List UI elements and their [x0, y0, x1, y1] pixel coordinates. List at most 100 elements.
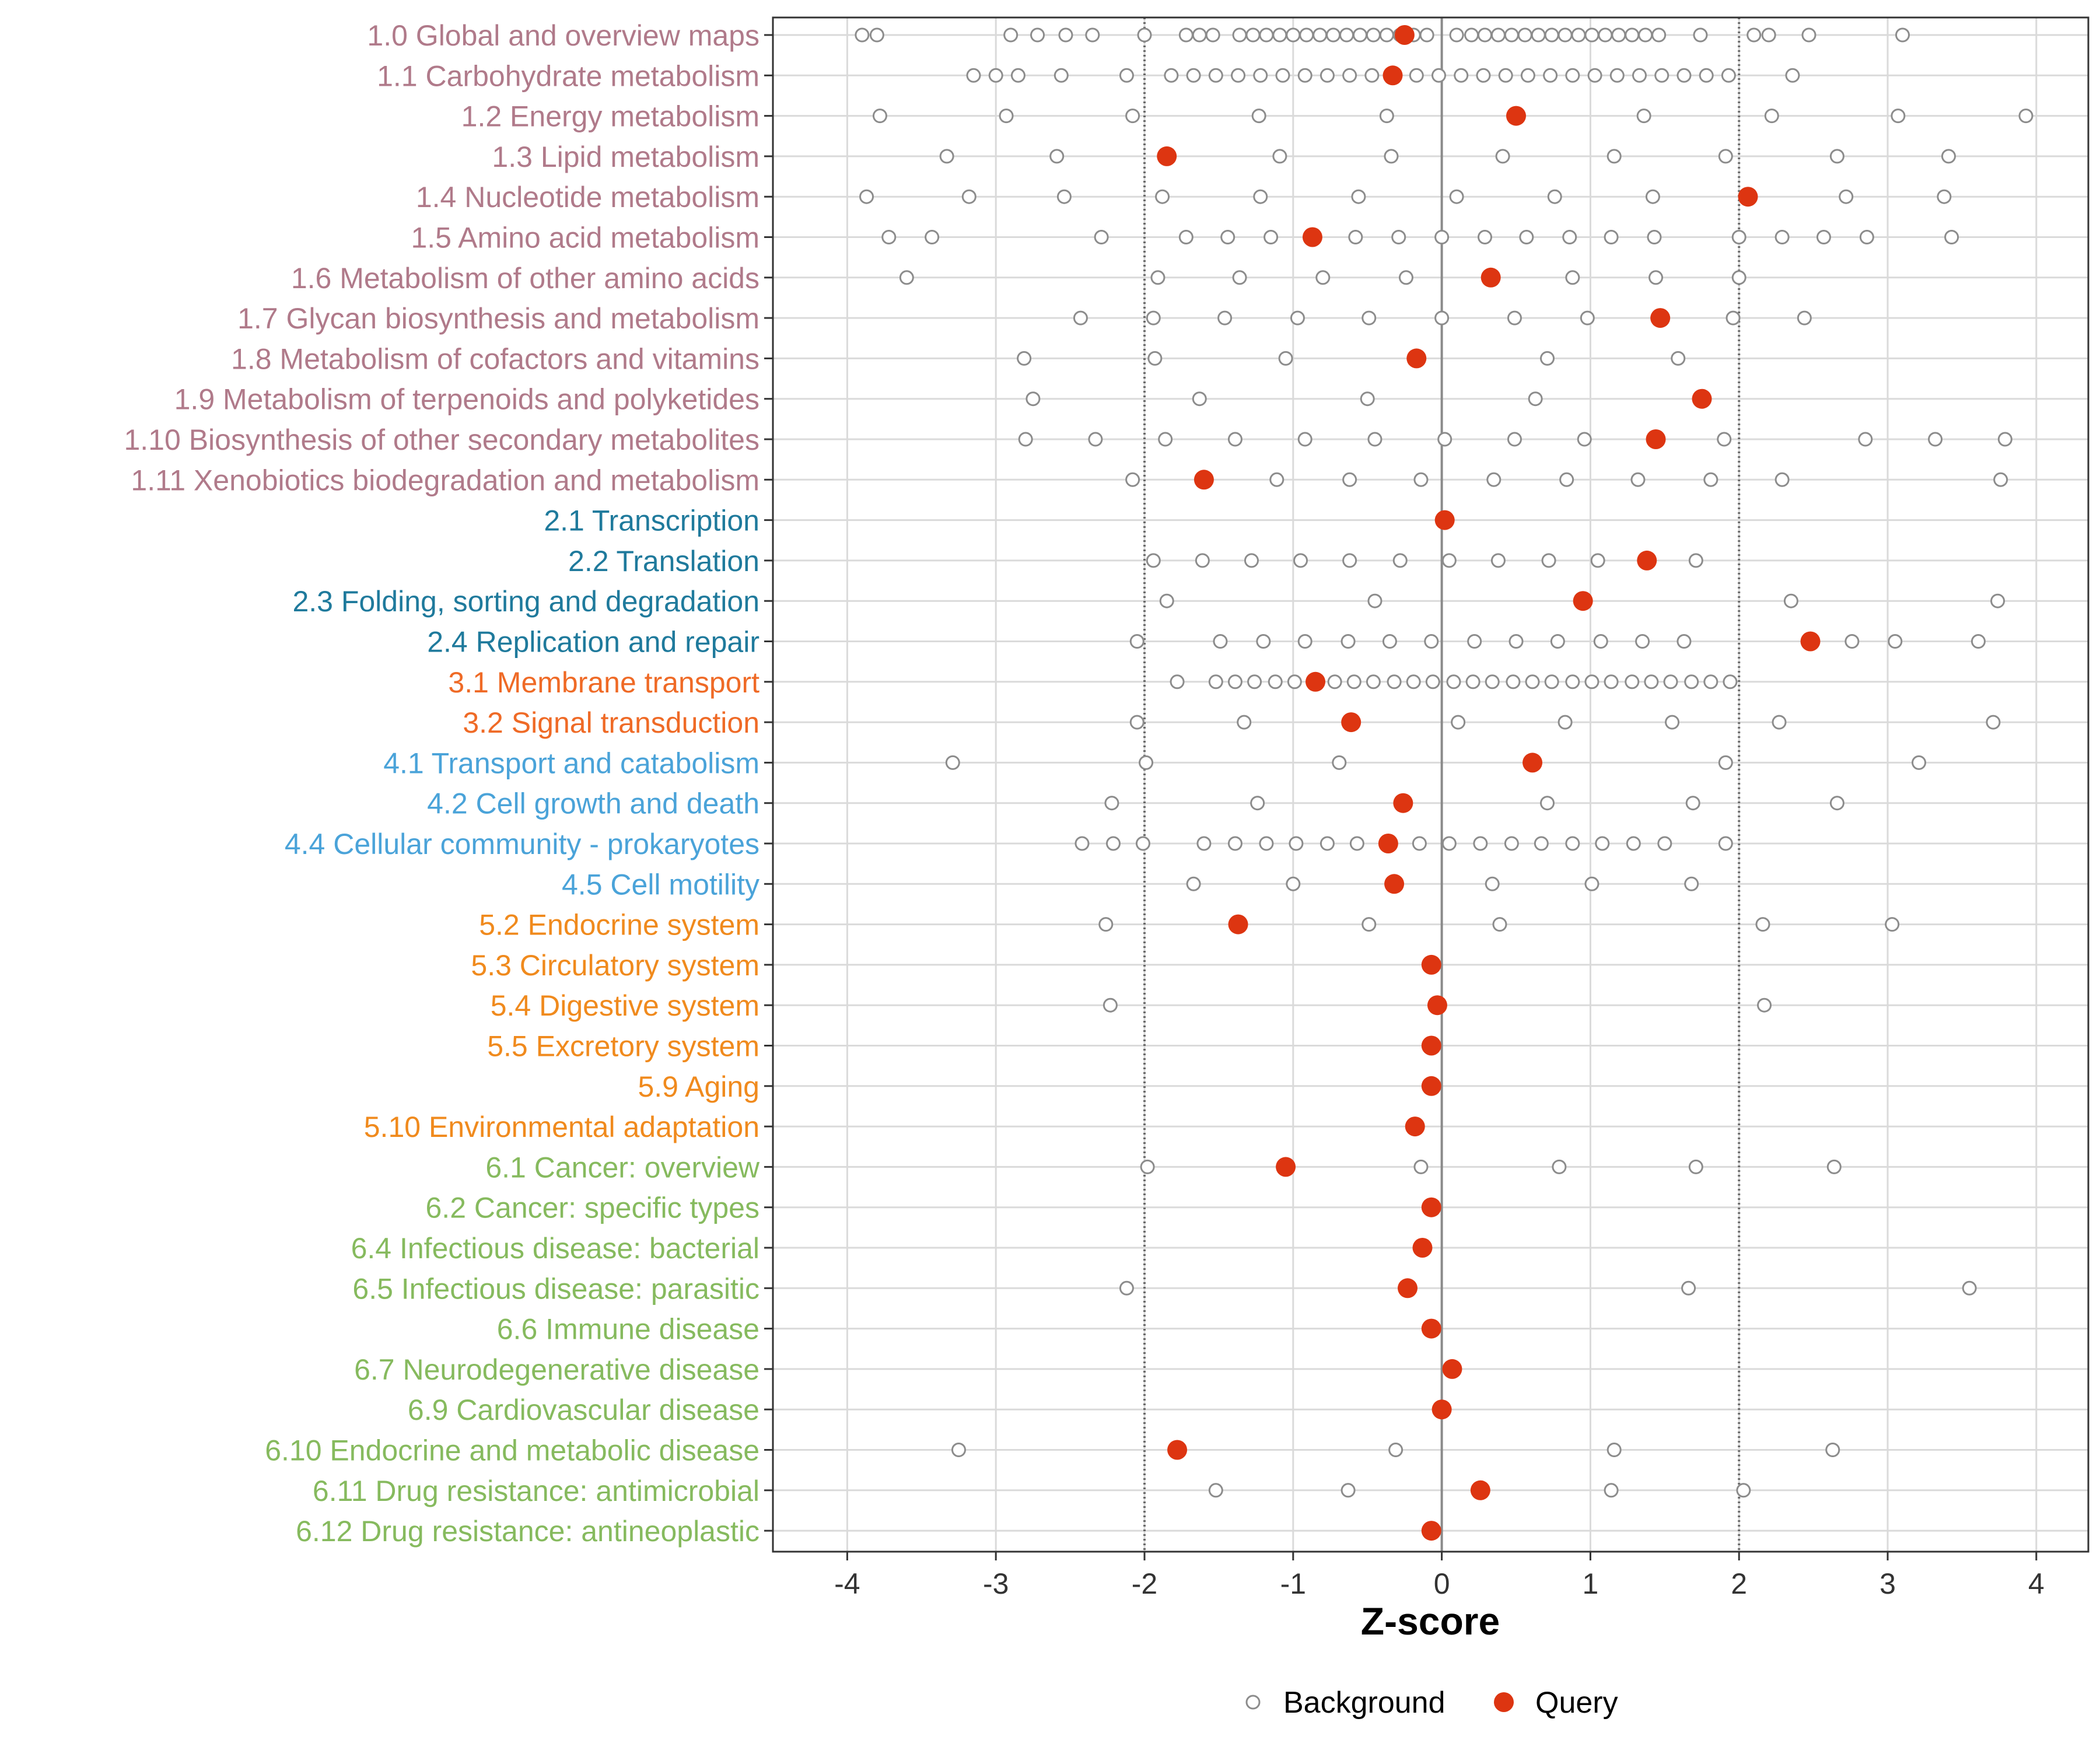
background-point	[1135, 836, 1150, 851]
x-tick-label: 4	[2028, 1567, 2045, 1600]
background-point	[966, 68, 981, 83]
background-point	[1525, 674, 1540, 690]
background-point	[1565, 674, 1580, 690]
background-point	[1671, 351, 1686, 366]
background-point	[859, 189, 874, 204]
background-point	[1504, 836, 1519, 851]
background-point	[1941, 149, 1956, 164]
query-point	[1228, 914, 1248, 935]
background-point	[1478, 27, 1493, 43]
background-point	[1391, 230, 1406, 244]
background-point	[988, 68, 1003, 83]
background-point	[1684, 674, 1699, 690]
query-point	[1306, 671, 1326, 692]
background-point	[1997, 432, 2013, 447]
background-point	[1451, 715, 1466, 730]
background-point	[1606, 1443, 1622, 1457]
background-point	[1826, 1159, 1842, 1174]
x-axis-ticks: -4 -3 -2 -1 0 1 2 3 4	[834, 1552, 2045, 1600]
query-point	[1384, 874, 1405, 894]
background-point	[1312, 27, 1328, 43]
background-point	[1272, 149, 1287, 164]
background-point	[1891, 108, 1906, 124]
background-point	[1829, 796, 1845, 811]
background-point	[1208, 674, 1223, 690]
background-point	[1293, 553, 1308, 568]
background-point	[1885, 917, 1900, 932]
background-point	[1147, 351, 1163, 366]
x-tick-label: -3	[983, 1567, 1009, 1600]
query-point	[1276, 1157, 1296, 1177]
background-point	[1105, 836, 1121, 851]
background-point	[1559, 472, 1574, 487]
background-point	[1746, 27, 1762, 43]
query-point	[1650, 308, 1671, 328]
background-point	[1195, 553, 1210, 568]
background-point	[1476, 68, 1491, 83]
background-point	[1003, 27, 1019, 43]
category-label: 6.12 Drug resistance: antineoplastic	[296, 1515, 760, 1548]
background-point	[1085, 27, 1100, 43]
query-point	[1637, 550, 1657, 570]
background-point	[1367, 593, 1382, 608]
background-point	[1332, 755, 1347, 770]
query-point	[1398, 1278, 1418, 1298]
background-point	[925, 230, 940, 244]
background-point	[1289, 836, 1304, 851]
background-point	[1419, 27, 1434, 43]
query-point	[1157, 146, 1177, 166]
background-point	[1580, 310, 1595, 326]
background-point	[1888, 634, 1903, 649]
background-point	[1626, 836, 1641, 851]
background-point	[1244, 553, 1259, 568]
background-point	[1558, 27, 1573, 43]
query-point	[1421, 954, 1441, 975]
background-point	[1339, 27, 1354, 43]
background-point	[1577, 432, 1592, 447]
category-label: 4.2 Cell growth and death	[427, 788, 760, 820]
query-point	[1341, 712, 1362, 733]
category-label: 1.4 Nucleotide metabolism	[416, 181, 760, 214]
background-point	[1232, 270, 1247, 285]
background-point	[1320, 836, 1335, 851]
background-point	[1256, 634, 1271, 649]
background-point	[1685, 796, 1700, 811]
background-point	[1272, 27, 1287, 43]
query-point	[1421, 1076, 1441, 1096]
background-point	[1663, 674, 1678, 690]
background-point	[1342, 553, 1357, 568]
background-point	[1102, 998, 1118, 1013]
background-point	[1625, 27, 1640, 43]
background-point	[1829, 149, 1845, 164]
background-point	[1125, 472, 1140, 487]
background-point	[1858, 432, 1873, 447]
background-point	[1552, 1159, 1567, 1174]
background-point	[1571, 27, 1586, 43]
category-label: 6.10 Endocrine and metabolic disease	[265, 1434, 760, 1467]
background-point	[1534, 836, 1549, 851]
background-point	[1498, 68, 1513, 83]
background-point	[1990, 593, 2006, 608]
legend-background-label: Background	[1283, 1686, 1446, 1720]
background-point	[1119, 68, 1134, 83]
y-axis-category-labels: 1.0 Global and overview maps 1.1 Carbohyd…	[124, 19, 773, 1548]
category-label: 5.4 Digestive system	[491, 989, 760, 1022]
query-point	[1302, 227, 1322, 247]
background-point	[1543, 68, 1558, 83]
background-point	[1297, 634, 1312, 649]
background-point	[1140, 1159, 1155, 1174]
background-point	[1137, 27, 1152, 43]
background-point	[1684, 876, 1699, 891]
background-point	[1384, 149, 1399, 164]
background-point	[1550, 634, 1565, 649]
background-point	[1520, 68, 1535, 83]
background-point	[1278, 351, 1293, 366]
background-point	[1676, 68, 1692, 83]
background-point	[1825, 1443, 1840, 1457]
background-point	[1387, 674, 1402, 690]
query-point	[1432, 1399, 1452, 1420]
background-point	[1797, 310, 1812, 326]
background-point	[1073, 310, 1088, 326]
background-point	[1736, 1483, 1751, 1498]
background-point	[1186, 68, 1201, 83]
